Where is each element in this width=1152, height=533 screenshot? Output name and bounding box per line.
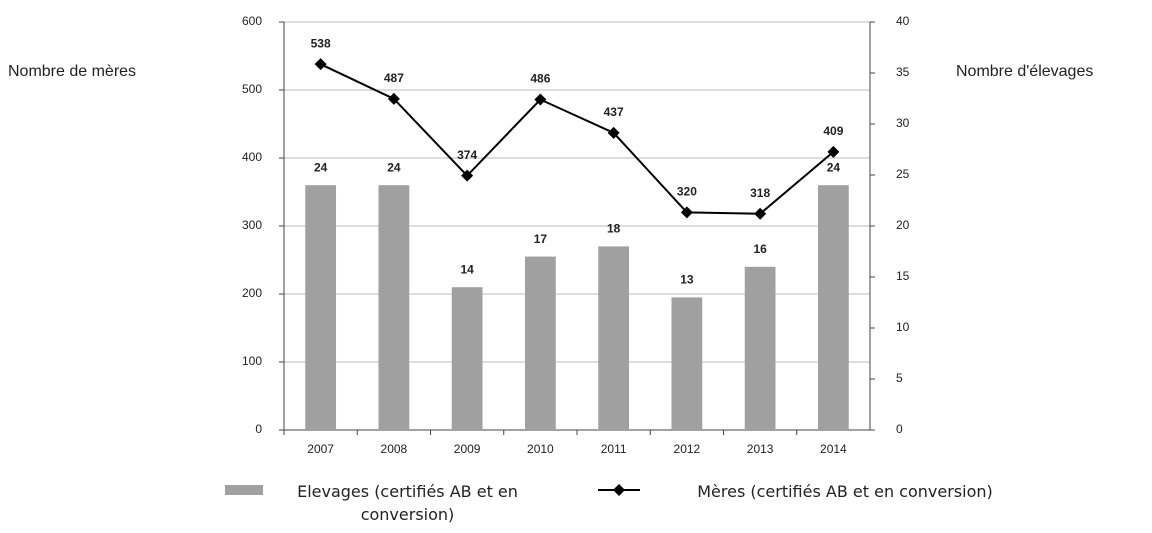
y-tick-label: 100 [242,354,262,368]
data-label: 409 [823,124,843,138]
data-label: 486 [530,72,550,86]
y2-tick-label: 25 [896,167,910,181]
data-label: 487 [384,71,404,85]
data-label: 374 [457,148,477,162]
line-marker [680,206,693,219]
x-tick-label: 2008 [381,442,408,456]
data-label: 13 [680,273,694,287]
bar [744,266,776,430]
data-label: 17 [534,232,548,246]
bar [817,185,849,430]
data-label: 24 [387,160,401,174]
x-tick-label: 2012 [674,442,701,456]
legend-swatch [225,485,263,495]
y2-tick-label: 30 [896,116,910,130]
x-tick-label: 2011 [601,442,627,456]
line-marker [754,207,767,220]
y-tick-label: 400 [242,150,262,164]
y-tick-label: 600 [242,14,262,28]
data-label: 18 [607,222,621,236]
bar [378,185,410,430]
y-tick-label: 0 [255,422,262,436]
data-label: 24 [827,160,841,174]
line-marker [314,58,327,71]
data-label: 14 [460,262,474,276]
y2-tick-label: 0 [896,422,903,436]
legend-marker [613,484,625,496]
legend-label: Elevages (certifiés AB et en conversion) [297,482,518,524]
y2-tick-label: 35 [896,65,910,79]
x-tick-label: 2013 [747,442,774,456]
data-label: 16 [753,242,767,256]
data-label: 24 [314,160,328,174]
bar [524,256,556,430]
data-label: 320 [677,185,697,199]
bar [305,185,337,430]
y-tick-label: 500 [242,82,262,96]
data-label: 318 [750,186,770,200]
data-label: 437 [604,105,624,119]
y-axis-label: Nombre de mères [8,63,136,80]
x-tick-label: 2009 [454,442,481,456]
legend-item: Mères (certifiés AB et en conversion) [697,482,993,501]
bar [451,287,483,430]
y2-tick-label: 40 [896,14,910,28]
y-tick-label: 300 [242,218,262,232]
line [320,63,835,215]
y2-axis-label: Nombre d'élevages [956,63,1093,80]
legend-item: Elevages (certifiés AB et en conversion) [297,482,518,524]
bar [598,246,630,430]
line-marker [607,126,620,139]
y2-tick-label: 5 [896,371,903,385]
bar [671,297,703,430]
line-marker [461,169,474,182]
y2-tick-label: 20 [896,218,910,232]
line-marker [387,92,400,105]
y2-tick-label: 10 [896,320,910,334]
legend-label: Mères (certifiés AB et en conversion) [697,482,993,501]
line-marker [827,145,840,158]
x-tick-label: 2014 [820,442,847,456]
y-tick-label: 200 [242,286,262,300]
x-tick-label: 2010 [527,442,554,456]
y2-tick-label: 15 [896,269,910,283]
line-marker [534,93,547,106]
data-label: 538 [311,36,331,50]
x-tick-label: 2007 [307,442,334,456]
